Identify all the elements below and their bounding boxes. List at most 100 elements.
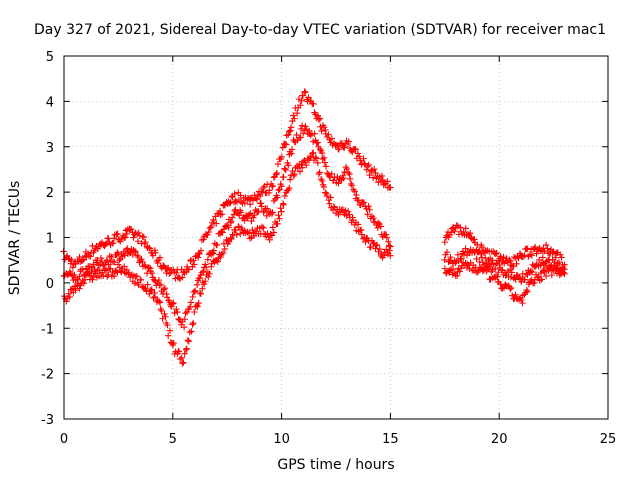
data-point — [229, 193, 236, 201]
y-tick-label: -3 — [41, 413, 54, 428]
y-axis-label: SDTVAR / TECUs — [7, 181, 23, 296]
data-point — [314, 159, 322, 167]
x-tick-label: 10 — [273, 432, 290, 447]
data-point — [218, 211, 226, 218]
data-point — [138, 255, 145, 263]
data-point — [129, 251, 137, 258]
data-point — [140, 233, 148, 241]
data-point — [453, 222, 460, 229]
data-point — [309, 150, 316, 157]
data-point — [508, 269, 516, 276]
data-point — [188, 328, 195, 335]
data-point — [200, 268, 207, 275]
data-point — [274, 194, 281, 201]
data-point — [346, 170, 353, 178]
data-point — [195, 254, 202, 261]
data-point — [291, 115, 298, 122]
data-point — [173, 305, 180, 313]
data-point — [147, 287, 155, 295]
data-point — [71, 271, 78, 279]
data-point — [542, 272, 550, 280]
data-point — [262, 233, 270, 240]
data-point — [560, 269, 567, 276]
data-point — [367, 243, 374, 251]
data-point — [214, 258, 221, 266]
data-point — [523, 270, 530, 277]
y-tick-label: 3 — [46, 141, 54, 156]
data-point — [232, 226, 239, 234]
data-point — [286, 128, 293, 135]
data-point — [87, 253, 94, 260]
data-point — [298, 97, 305, 104]
data-point — [512, 276, 519, 283]
data-point — [307, 131, 314, 139]
data-point — [354, 150, 362, 157]
data-point — [100, 262, 107, 270]
data-point — [281, 165, 288, 172]
data-point — [341, 144, 348, 151]
data-point — [123, 230, 130, 238]
data-point — [235, 224, 243, 231]
data-point — [387, 252, 394, 259]
data-point — [477, 250, 485, 258]
data-point — [213, 241, 221, 248]
data-point — [298, 122, 306, 129]
data-point — [494, 273, 501, 280]
data-point — [361, 160, 368, 167]
data-point — [319, 177, 326, 185]
data-point — [320, 154, 328, 161]
data-point — [276, 215, 283, 222]
data-point — [365, 202, 372, 210]
data-point — [110, 272, 118, 280]
data-point — [195, 299, 202, 307]
data-point — [69, 264, 77, 271]
data-point — [245, 230, 253, 237]
data-point — [76, 285, 83, 292]
data-point — [277, 205, 284, 212]
data-point — [299, 129, 307, 137]
data-point — [344, 208, 352, 215]
data-point — [159, 262, 167, 269]
data-point — [352, 146, 359, 153]
data-point — [210, 216, 217, 224]
data-point — [350, 186, 357, 193]
data-points — [60, 88, 568, 367]
data-point — [65, 290, 72, 297]
data-point — [178, 354, 185, 362]
data-point — [462, 225, 469, 232]
data-point — [272, 171, 280, 178]
data-point — [202, 278, 209, 285]
data-point — [232, 198, 239, 205]
data-point — [312, 155, 320, 162]
data-point — [371, 218, 379, 226]
data-point — [204, 256, 212, 263]
data-point — [366, 171, 373, 179]
data-point — [345, 138, 352, 145]
data-point — [521, 276, 529, 283]
data-point — [132, 273, 139, 280]
data-point — [200, 236, 207, 243]
data-point — [131, 248, 139, 255]
data-point — [355, 153, 363, 160]
data-point — [244, 228, 251, 236]
data-point — [335, 180, 342, 187]
data-point — [360, 155, 367, 162]
data-point — [248, 217, 255, 225]
data-point — [297, 102, 304, 109]
data-point — [557, 251, 564, 258]
data-point — [310, 149, 317, 157]
data-point — [205, 228, 212, 236]
data-point — [196, 289, 204, 297]
data-point — [488, 268, 495, 276]
data-point — [97, 254, 105, 262]
data-point — [356, 227, 364, 234]
data-point — [114, 230, 121, 238]
data-point — [275, 186, 282, 194]
data-point — [375, 219, 382, 227]
data-point — [100, 272, 107, 280]
data-point — [351, 188, 358, 195]
data-point — [513, 260, 520, 267]
data-point — [103, 240, 110, 247]
data-point — [181, 316, 188, 323]
data-point — [182, 309, 189, 317]
